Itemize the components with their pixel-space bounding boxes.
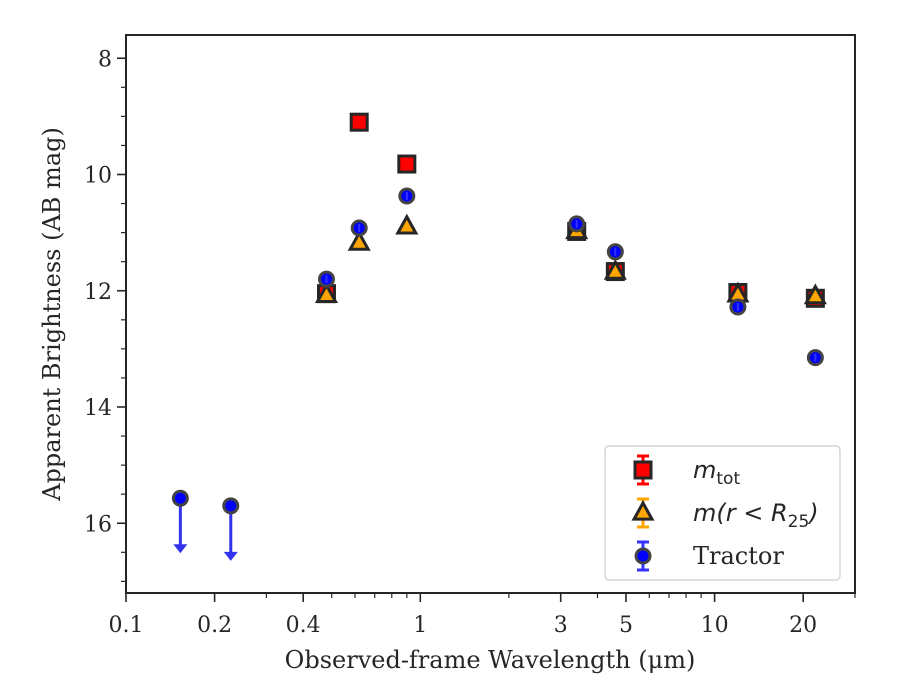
- x-tick-label: 5: [619, 613, 633, 638]
- upper-limit-point: [222, 497, 240, 515]
- legend: mtot m(r < R25) Tractor: [604, 445, 841, 581]
- y-tick-label: 16: [84, 512, 112, 537]
- axis-ticks: 0.1 0.2 0.4 1 3 5 10 20 8 10 12 14 16: [84, 47, 856, 638]
- y-tick-label: 12: [84, 280, 112, 305]
- y-tick-label: 14: [84, 396, 112, 421]
- x-axis-title: Observed-frame Wavelength (μm): [285, 646, 696, 674]
- upper-limit-arrow-head: [173, 544, 188, 554]
- x-tick-label: 0.2: [197, 613, 232, 638]
- legend-label: Tractor: [693, 542, 784, 570]
- legend-label: m(r < R25): [693, 499, 819, 532]
- legend-box: [604, 445, 841, 581]
- y-tick-label: 10: [84, 164, 112, 189]
- x-tick-label: 3: [554, 613, 568, 638]
- x-tick-label: 0.4: [286, 613, 321, 638]
- upper-limit-arrow-head: [223, 551, 238, 561]
- legend-marker-triangle: [631, 499, 655, 521]
- x-tick-label: 0.1: [109, 613, 144, 638]
- legend-marker-circle: [634, 547, 652, 565]
- legend-label: mtot: [693, 456, 740, 489]
- y-tick-label: 8: [98, 47, 112, 72]
- x-tick-label: 1: [413, 613, 427, 638]
- x-tick-label: 20: [789, 613, 817, 638]
- legend-marker-square: [633, 460, 653, 480]
- y-axis-title: Apparent Brightness (AB mag): [38, 127, 66, 502]
- upper-limit-point: [171, 489, 189, 507]
- x-tick-label: 10: [701, 613, 729, 638]
- data-marks: [171, 112, 827, 561]
